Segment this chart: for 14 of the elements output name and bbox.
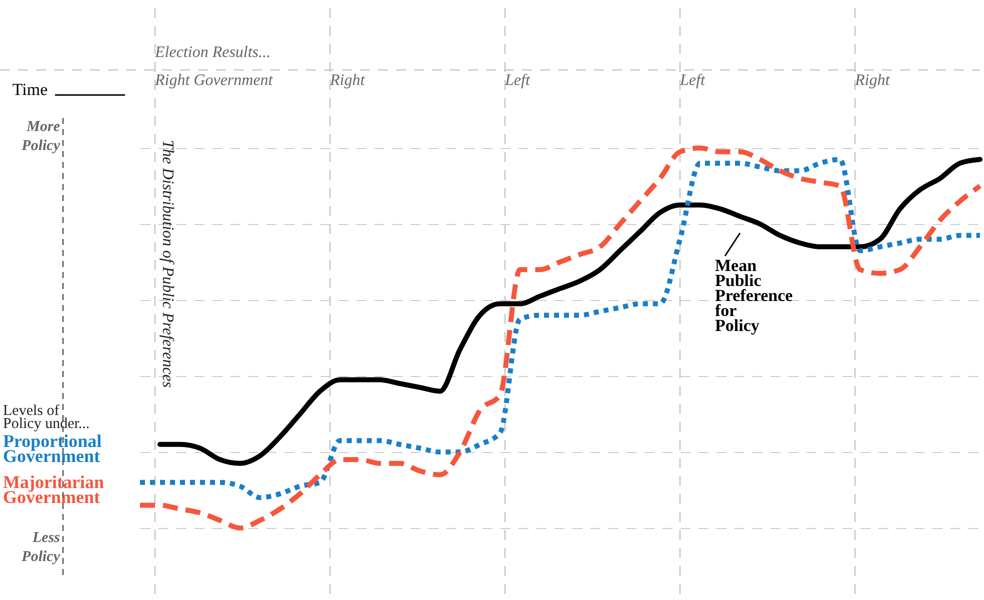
text: Right Government [154, 72, 274, 89]
text: Levels of Policy under... [3, 403, 90, 432]
text: More Policy [22, 119, 60, 154]
text: Right [329, 72, 366, 89]
text: Less Policy [22, 530, 60, 565]
text: Election Results... [154, 44, 271, 61]
annotation: The Distribution of Public Preferences [159, 140, 176, 388]
legend-label: Mean Public Preference for Policy [715, 256, 794, 335]
text: Left [679, 72, 706, 89]
text: Time [12, 80, 48, 99]
text: Majoritarian Government [3, 472, 104, 507]
text: Proportional Government [3, 431, 102, 466]
text: Right [854, 72, 890, 89]
text: Left [504, 72, 530, 89]
